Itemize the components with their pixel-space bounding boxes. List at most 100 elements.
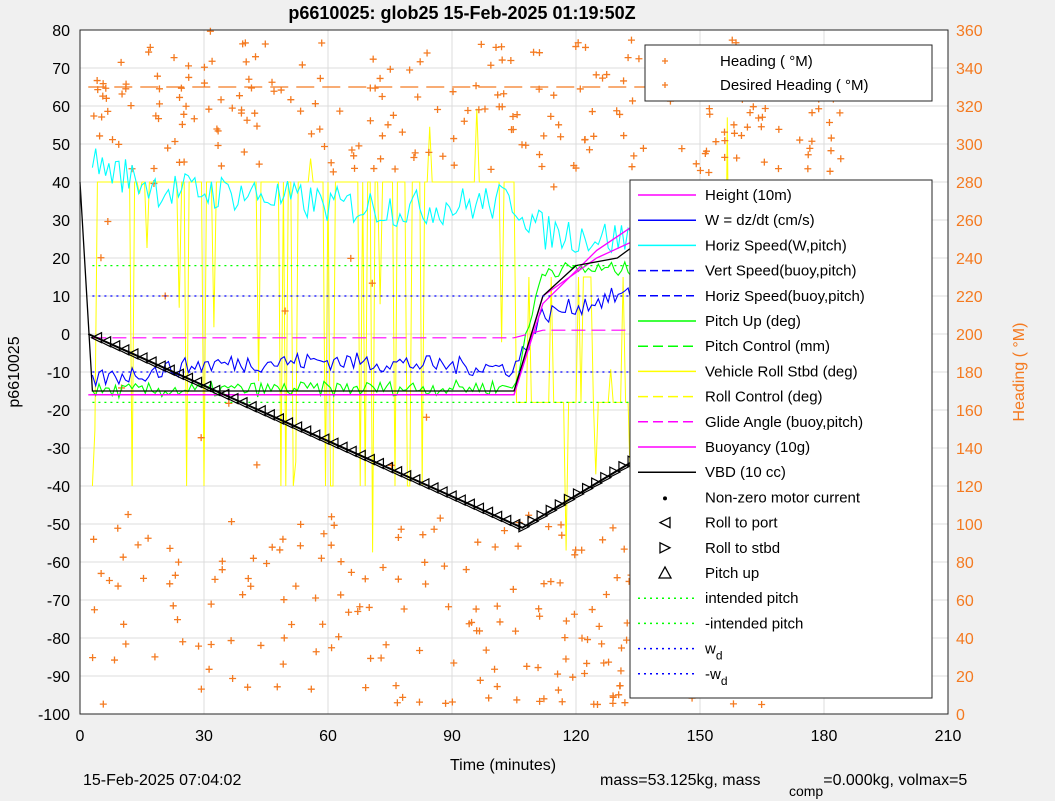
- heading-marker: [487, 165, 495, 173]
- heading-marker: [90, 606, 98, 614]
- heading-marker: [376, 74, 384, 82]
- heading-marker: [827, 134, 835, 142]
- heading-marker: [347, 254, 355, 262]
- heading-marker: [127, 102, 135, 110]
- legend-main-label: Vehicle Roll Stbd (deg): [705, 363, 858, 380]
- heading-marker: [808, 137, 816, 145]
- heading-marker: [605, 658, 613, 666]
- heading-marker: [240, 148, 248, 156]
- heading-marker: [335, 633, 343, 641]
- heading-marker: [281, 307, 289, 315]
- heading-marker: [808, 109, 816, 117]
- legend-main-label: Pitch Up (deg): [705, 313, 801, 330]
- heading-marker: [416, 58, 424, 66]
- heading-marker: [317, 554, 325, 562]
- heading-marker: [174, 616, 182, 624]
- heading-marker: [561, 634, 569, 642]
- heading-marker: [522, 141, 530, 149]
- heading-marker: [208, 57, 216, 65]
- heading-marker: [279, 535, 287, 543]
- heading-marker: [419, 531, 427, 539]
- heading-marker: [365, 603, 373, 611]
- legend-main-label: Non-zero motor current: [705, 489, 861, 506]
- heading-marker: [570, 610, 578, 618]
- heading-marker: [105, 576, 113, 584]
- heading-marker: [493, 602, 501, 610]
- y-right-tick-label: 260: [956, 213, 983, 230]
- heading-marker: [525, 511, 533, 519]
- heading-marker: [796, 136, 804, 144]
- heading-marker: [582, 43, 590, 51]
- footer-mass-sub: comp: [788, 783, 824, 799]
- heading-marker: [115, 140, 123, 148]
- heading-marker: [144, 534, 152, 542]
- heading-marker: [730, 121, 738, 129]
- heading-marker: [476, 676, 484, 684]
- heading-marker: [450, 135, 458, 143]
- heading-marker: [351, 164, 359, 172]
- legend-main-label: Horiz Speed(W,pitch): [705, 237, 847, 254]
- heading-marker: [523, 662, 531, 670]
- roll-stbd-marker: [591, 477, 604, 490]
- roll-stbd-marker: [609, 466, 622, 479]
- heading-marker: [378, 93, 386, 101]
- heading-marker: [540, 132, 548, 140]
- roll-port-marker: [181, 372, 194, 385]
- heading-marker: [547, 578, 555, 586]
- heading-marker: [701, 150, 709, 158]
- legend-main-label: Pitch Control (mm): [705, 338, 830, 355]
- roll-port-marker: [381, 461, 394, 474]
- heading-marker: [411, 149, 419, 157]
- y-right-tick-label: 320: [956, 99, 983, 116]
- heading-marker: [712, 138, 720, 146]
- footer-mass-tail: =0.000kg, volmax=5: [823, 772, 968, 789]
- heading-marker: [569, 673, 577, 681]
- heading-marker: [804, 151, 812, 159]
- roll-port-marker: [162, 364, 175, 377]
- roll-port-marker: [463, 498, 475, 511]
- heading-marker: [145, 48, 153, 56]
- heading-marker: [206, 27, 214, 35]
- heading-marker: [175, 158, 183, 166]
- heading-marker: [513, 111, 521, 119]
- heading-marker: [584, 636, 592, 644]
- x-axis-label: Time (minutes): [450, 757, 556, 774]
- heading-marker: [151, 653, 159, 661]
- y-right-tick-label: 20: [956, 669, 974, 686]
- roll-port-marker: [426, 481, 439, 494]
- heading-marker: [576, 85, 584, 93]
- roll-port-marker: [253, 404, 266, 417]
- heading-marker: [609, 699, 617, 707]
- roll-port-marker: [199, 380, 212, 393]
- heading-marker: [721, 153, 729, 161]
- heading-marker: [296, 542, 304, 550]
- y-left-tick-label: 40: [52, 175, 70, 192]
- heading-marker: [297, 520, 305, 528]
- y-right-tick-label: 120: [956, 479, 983, 496]
- heading-marker: [166, 544, 174, 552]
- heading-marker: [620, 132, 628, 140]
- heading-marker: [217, 96, 225, 104]
- y-left-tick-label: 20: [52, 251, 70, 268]
- heading-marker: [804, 165, 812, 173]
- heading-marker: [316, 74, 324, 82]
- roll-stbd-marker: [518, 520, 531, 533]
- heading-marker: [581, 669, 589, 677]
- heading-marker: [628, 163, 636, 171]
- heading-marker: [228, 518, 236, 526]
- heading-marker: [384, 121, 392, 129]
- legend-swatch-marker: [658, 516, 671, 529]
- legend-heading-label: Desired Heading ( °M): [720, 77, 869, 94]
- heading-marker: [590, 700, 598, 708]
- heading-marker: [498, 43, 506, 51]
- heading-marker: [493, 683, 501, 691]
- heading-marker: [495, 103, 503, 111]
- heading-marker: [530, 48, 538, 56]
- heading-marker: [737, 132, 745, 140]
- heading-marker: [97, 569, 105, 577]
- heading-marker: [327, 159, 335, 167]
- legend-main-label: Pitch up: [705, 565, 759, 582]
- roll-port-marker: [508, 518, 521, 531]
- roll-port-marker: [235, 396, 248, 409]
- heading-marker: [218, 557, 226, 565]
